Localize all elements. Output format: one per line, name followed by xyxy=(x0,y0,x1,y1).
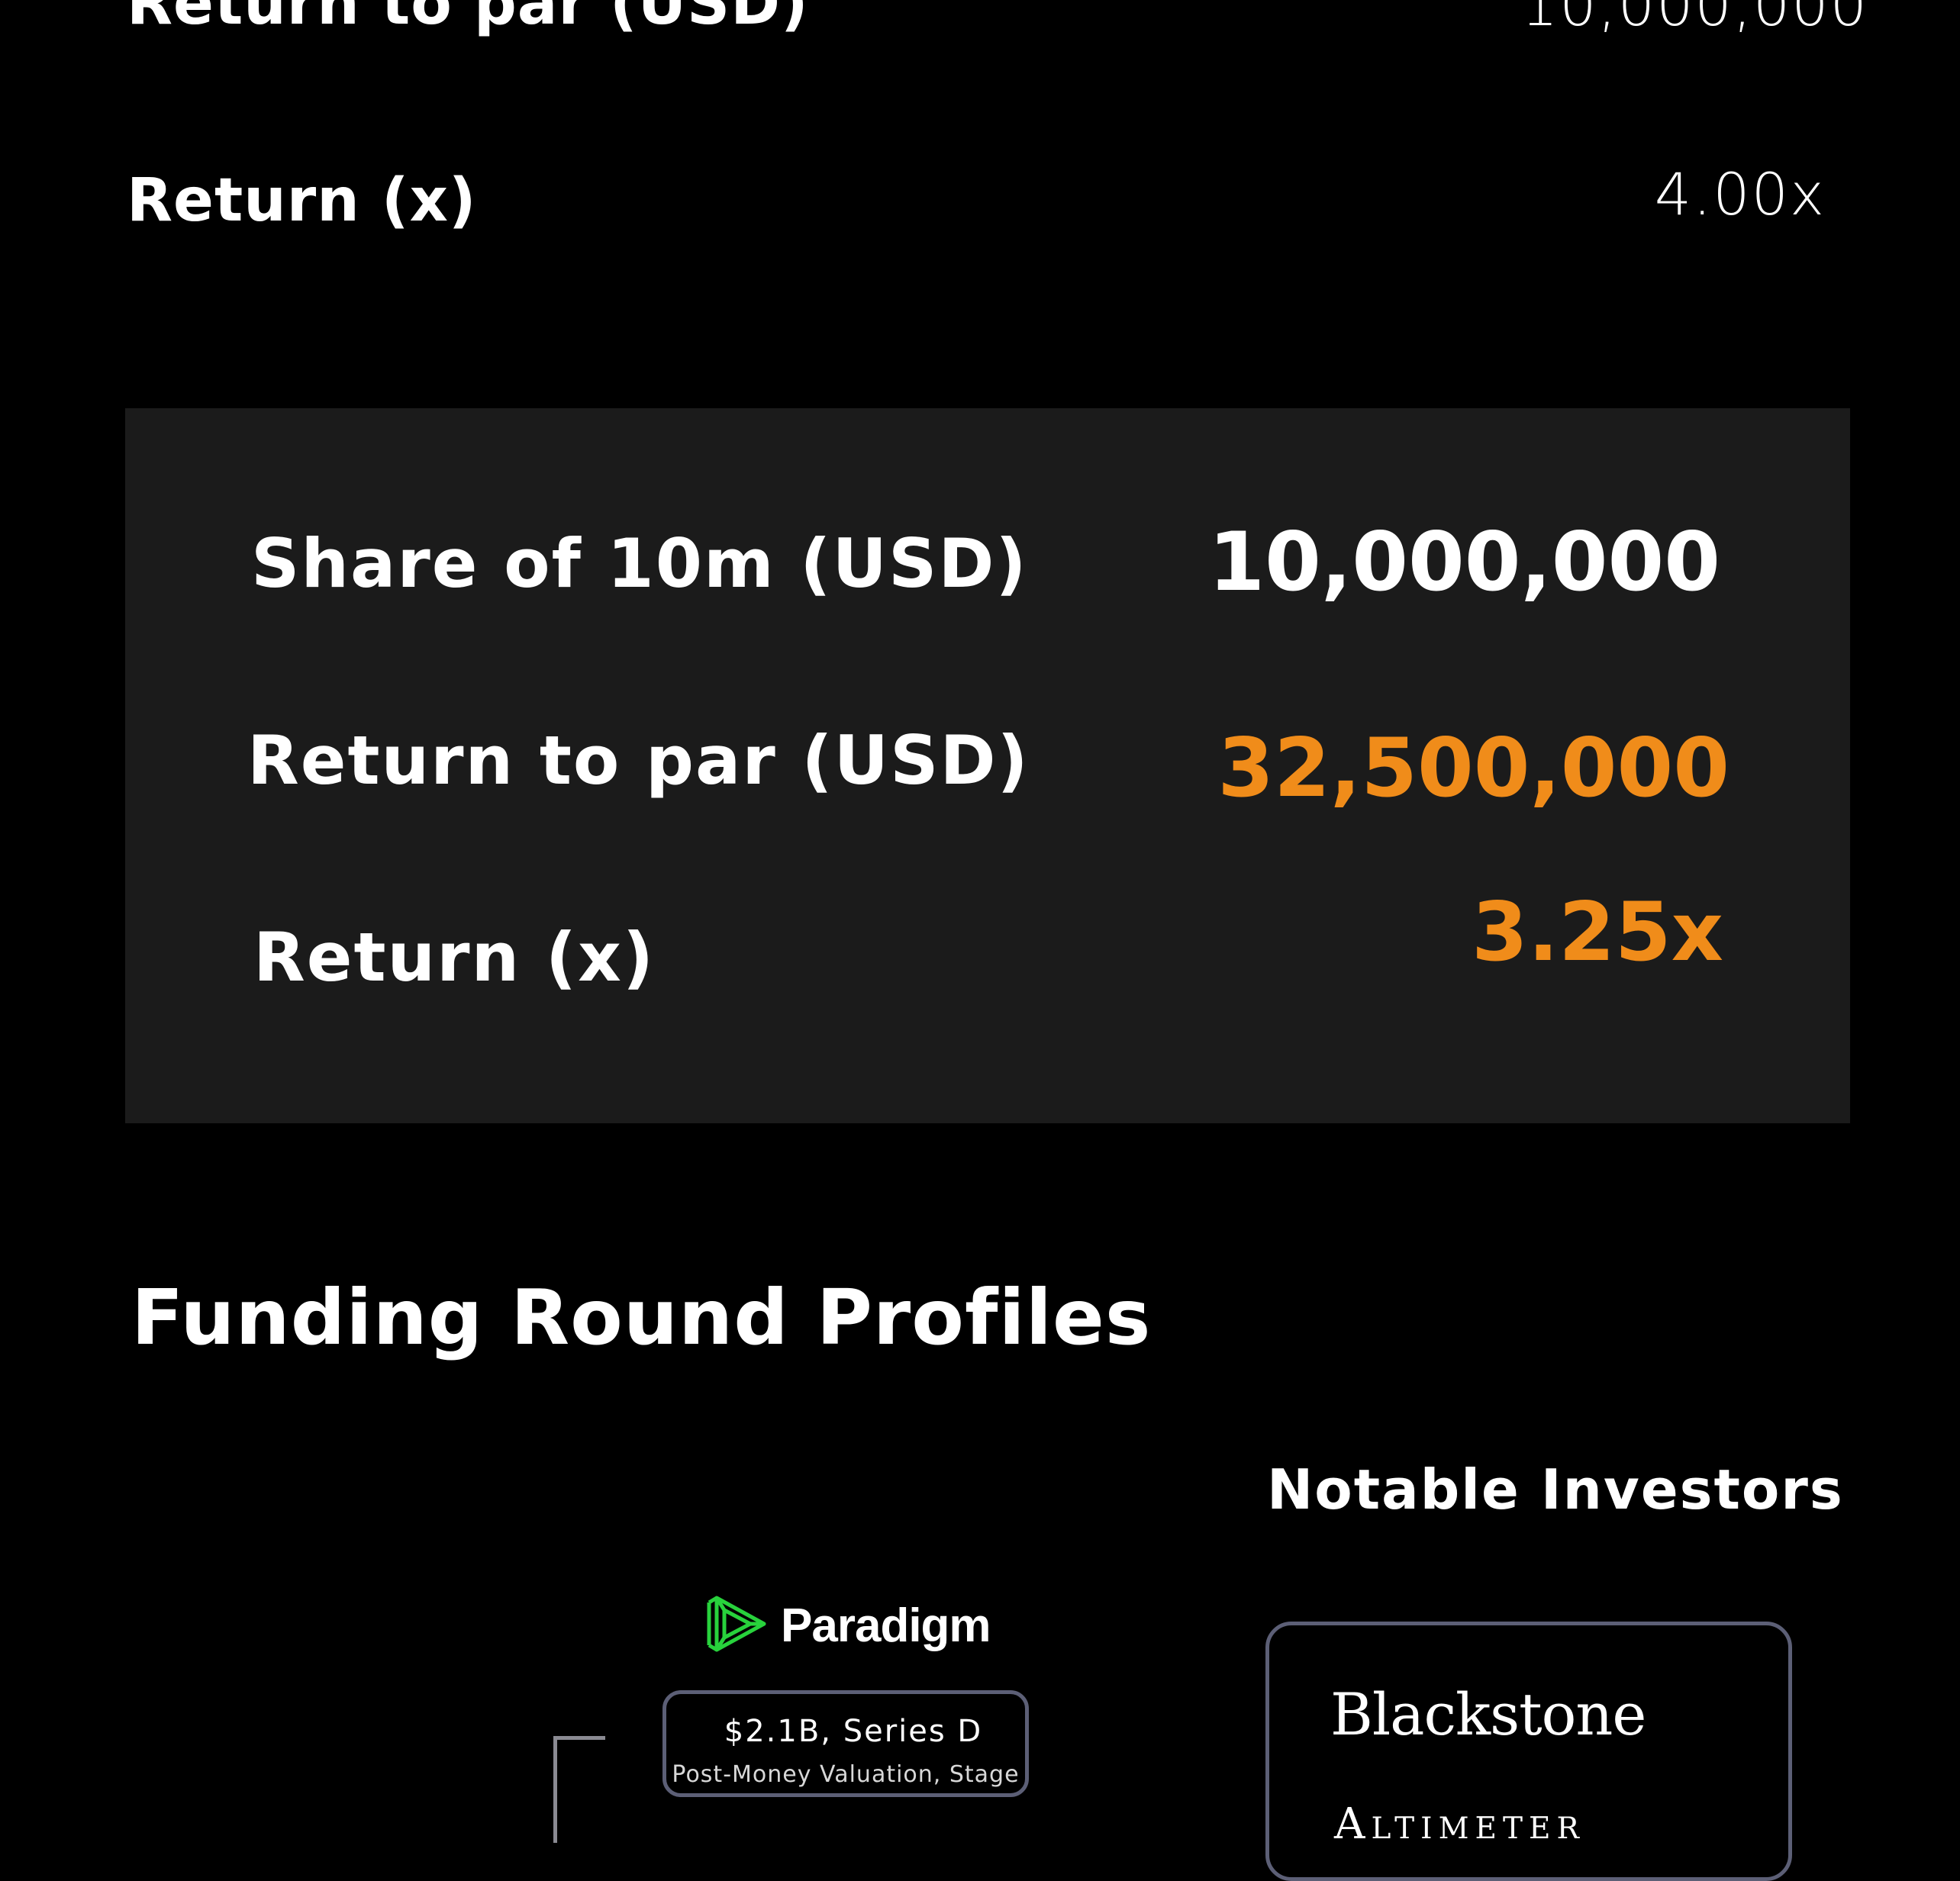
share-value: 10,000,000 xyxy=(1208,515,1720,609)
prev-return-x-label: Return (x) xyxy=(127,166,477,235)
prev-return-to-par-value: 10,000,000 xyxy=(1520,0,1868,39)
investor-logo-blackstone: Blackstone xyxy=(1330,1680,1646,1748)
return-summary-card: Share of 10m (USD) 10,000,000 Return to … xyxy=(125,408,1850,1123)
return-x-label: Return (x) xyxy=(253,918,656,997)
funding-round-card[interactable]: $2.1B, Series D Post-Money Valuation, St… xyxy=(662,1690,1029,1797)
round-connector-line xyxy=(553,1736,605,1843)
round-caption: Post-Money Valuation, Stage xyxy=(672,1761,1020,1788)
paradigm-logo-icon xyxy=(706,1592,770,1659)
notable-investors-card: Blackstone Altimeter xyxy=(1265,1622,1792,1881)
return-to-par-label: Return to par (USD) xyxy=(247,721,1030,800)
investor-logo-altimeter: Altimeter xyxy=(1334,1799,1585,1849)
prev-return-to-par-label: Return to par (USD) xyxy=(127,0,809,38)
lead-investor-logo: Paradigm xyxy=(706,1591,991,1660)
return-x-value: 3.25x xyxy=(1472,885,1723,979)
share-label: Share of 10m (USD) xyxy=(251,524,1028,603)
round-valuation-stage: $2.1B, Series D xyxy=(724,1714,983,1749)
section-title: Funding Round Profiles xyxy=(131,1273,1152,1362)
return-to-par-value: 32,500,000 xyxy=(1217,721,1730,815)
notable-investors-title: Notable Investors xyxy=(1267,1457,1844,1522)
lead-investor-name: Paradigm xyxy=(781,1599,991,1652)
prev-return-x-value: 4.00x xyxy=(1654,160,1826,228)
